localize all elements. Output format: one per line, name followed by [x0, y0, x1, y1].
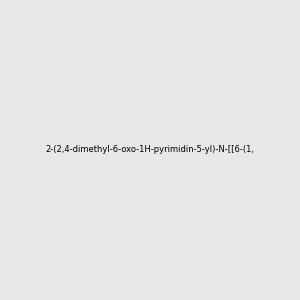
- Text: 2-(2,4-dimethyl-6-oxo-1H-pyrimidin-5-yl)-N-[[6-(1,: 2-(2,4-dimethyl-6-oxo-1H-pyrimidin-5-yl)…: [46, 146, 254, 154]
